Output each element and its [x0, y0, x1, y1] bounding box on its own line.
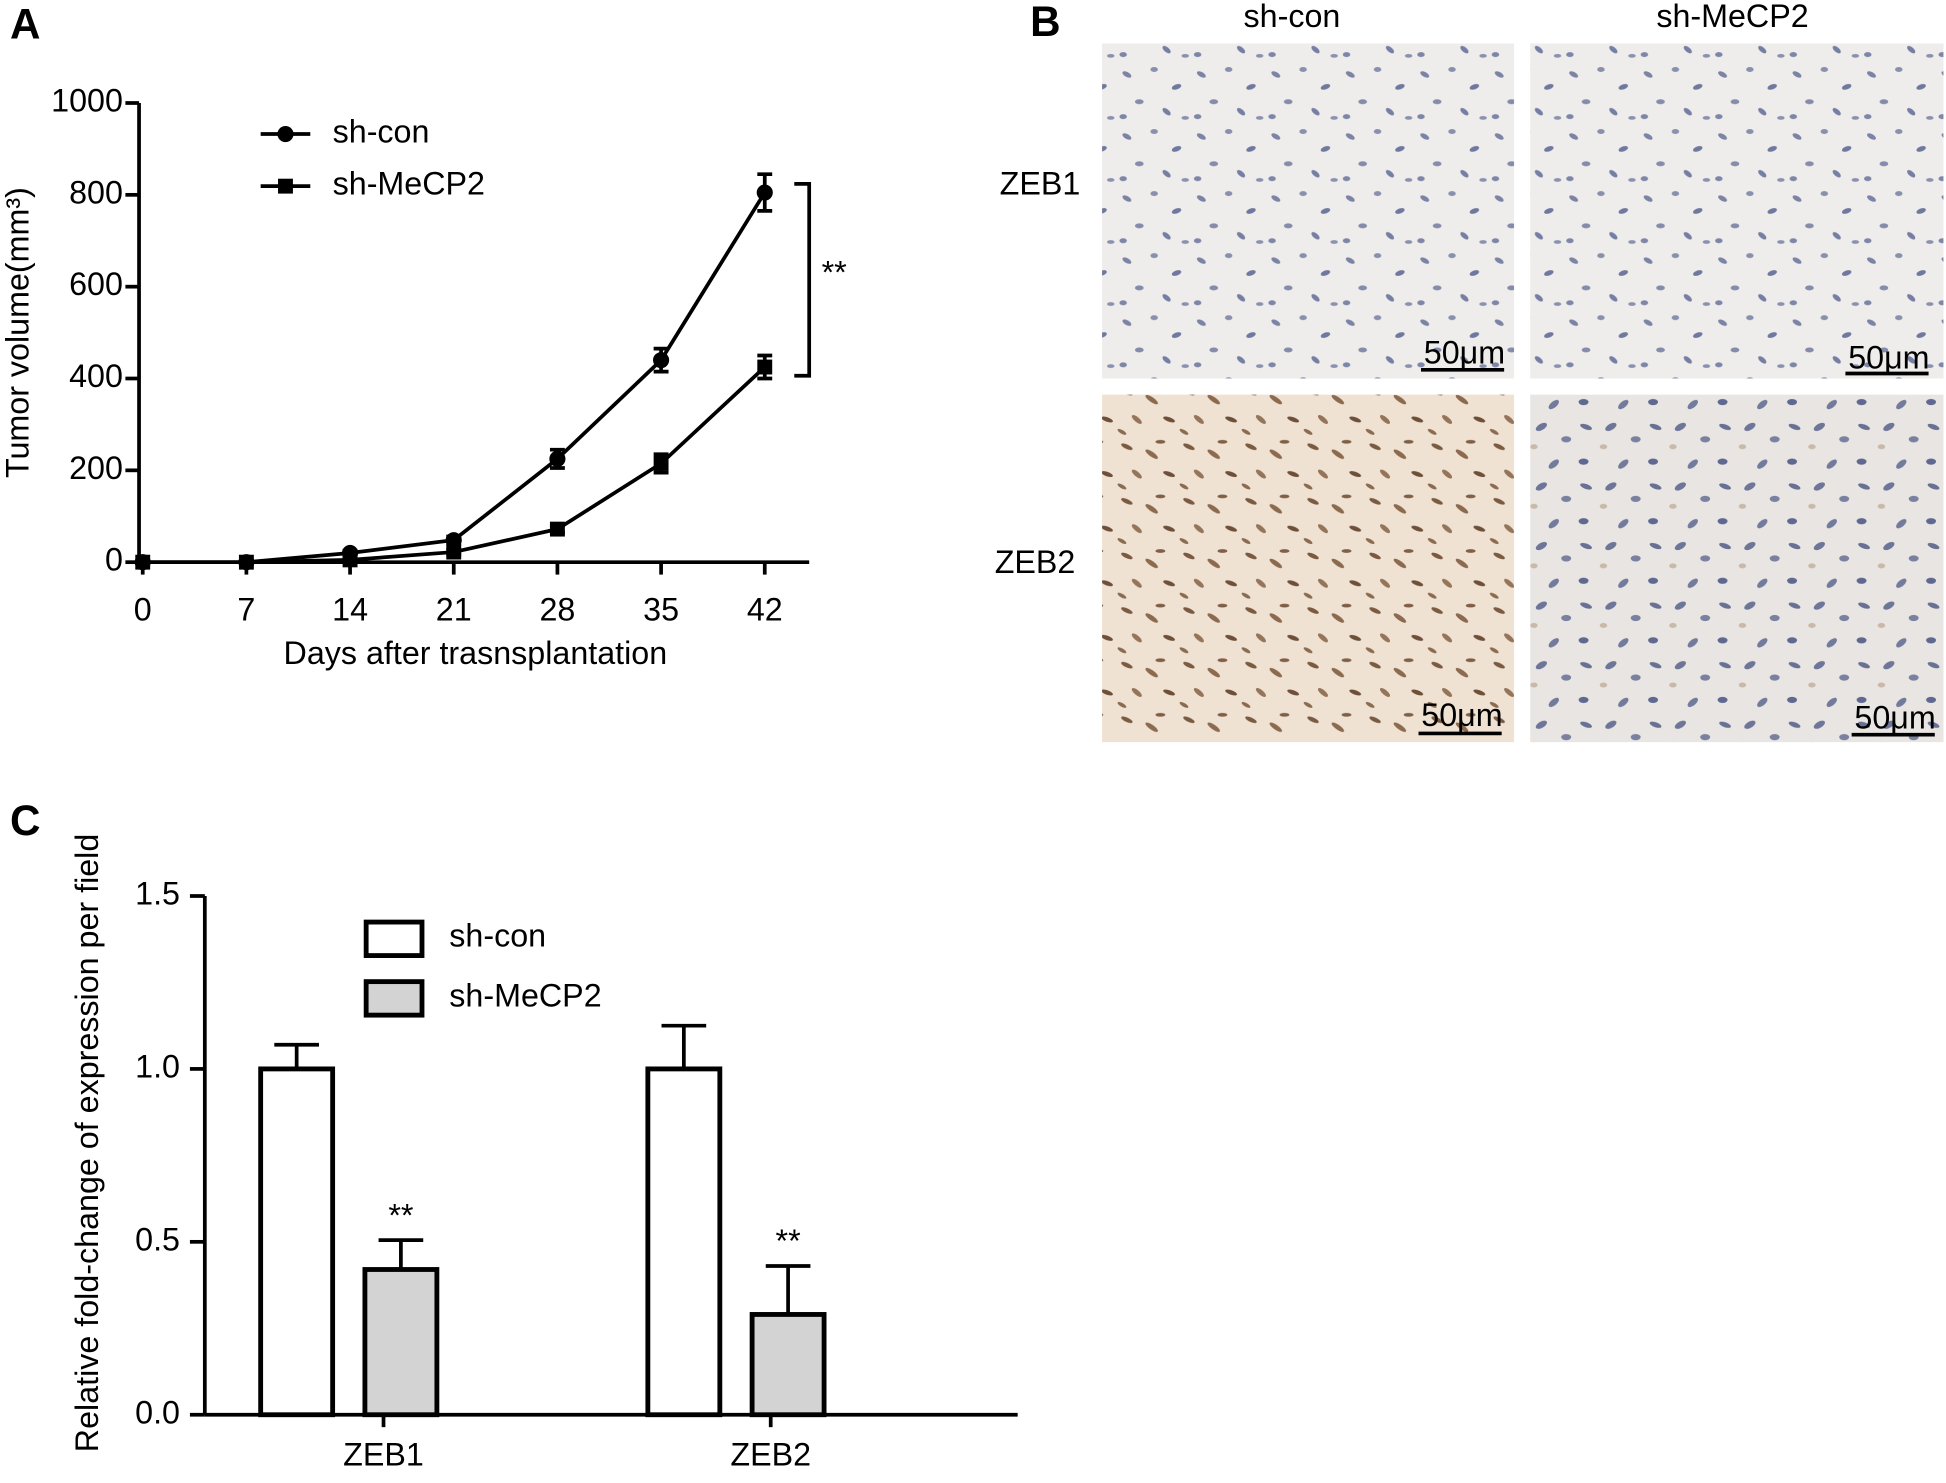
error-bar: [378, 1238, 424, 1270]
series-line: [142, 191, 767, 565]
micrograph: [1530, 43, 1944, 379]
panel-label: C: [10, 797, 40, 844]
panel-label: A: [10, 0, 40, 47]
x-tick-label: 42: [747, 591, 783, 627]
legend-label: sh-con: [449, 918, 546, 954]
x-tick-label: 21: [436, 591, 472, 627]
y-axis-title: Relative fold-change of expression per f…: [69, 834, 105, 1452]
marker: [653, 352, 670, 369]
scale-label: 50μm: [1421, 697, 1502, 733]
y-tick-label: 800: [69, 174, 123, 210]
micrograph: [1102, 43, 1515, 379]
y-tick-label: 400: [69, 358, 123, 394]
legend-label: sh-MeCP2: [333, 166, 485, 202]
x-tick-label: 14: [332, 591, 368, 627]
marker: [342, 552, 358, 568]
y-tick-label: 200: [69, 450, 123, 486]
x-tick-label: ZEB1: [343, 1436, 424, 1472]
legend-swatch: [363, 979, 425, 1018]
scale-label: 50μm: [1424, 334, 1505, 370]
marker: [446, 544, 462, 560]
legend-marker: [277, 125, 294, 143]
significance: **: [388, 1197, 414, 1233]
scale-label: 50μm: [1848, 339, 1929, 375]
marker: [238, 554, 254, 570]
bar: [362, 1267, 440, 1418]
y-tick-label: 0.5: [135, 1221, 180, 1257]
y-tick-label: 600: [69, 266, 123, 302]
scale-bars: 50μm 50μm 50μm 50μm: [1418, 334, 1936, 737]
y-tick-label: 1.5: [135, 876, 180, 912]
marker: [757, 359, 773, 375]
legend-swatch: [363, 919, 425, 958]
row-label: ZEB1: [1000, 166, 1081, 202]
scale-label: 50μm: [1854, 699, 1935, 735]
bar: [749, 1312, 827, 1418]
bar: [258, 1066, 336, 1418]
row-label: ZEB2: [995, 544, 1076, 580]
x-tick-label: 28: [539, 591, 575, 627]
x-tick-label: 0: [134, 591, 152, 627]
column-label: sh-MeCP2: [1656, 0, 1808, 34]
x-tick-label: ZEB2: [730, 1436, 811, 1472]
bar: [645, 1066, 723, 1418]
y-tick-label: 0.0: [135, 1394, 180, 1430]
micrograph: [1102, 394, 1515, 743]
y-tick-label: 0: [105, 542, 123, 578]
marker: [135, 554, 151, 570]
marker: [653, 456, 669, 471]
marker: [549, 450, 566, 467]
significance: **: [822, 254, 848, 290]
y-tick-label: 1.0: [135, 1048, 180, 1084]
y-axis-title: Tumor volume(mm³): [0, 187, 35, 478]
error-bar: [274, 1042, 319, 1069]
error-bar: [661, 1023, 707, 1069]
legend-label: sh-con: [333, 114, 430, 150]
significance-bracket: [794, 181, 812, 378]
y-tick-label: 1000: [51, 83, 123, 119]
x-tick-label: 7: [237, 591, 255, 627]
column-label: sh-con: [1244, 0, 1341, 34]
x-tick-label: 35: [643, 591, 679, 627]
panel-label: B: [1030, 0, 1060, 45]
x-axis-title: Days after trasnsplantation: [284, 635, 668, 671]
error-bar: [765, 1264, 811, 1315]
image-panel: B sh-con sh-MeCP2 ZEB1 ZEB2 50μm 50μm 50…: [995, 0, 1944, 743]
marker: [756, 184, 773, 201]
micrograph: [1530, 394, 1944, 743]
legend-label: sh-MeCP2: [449, 977, 601, 1013]
significance: **: [776, 1223, 802, 1259]
marker: [445, 532, 462, 549]
legend-marker: [278, 178, 293, 194]
marker: [549, 521, 565, 537]
